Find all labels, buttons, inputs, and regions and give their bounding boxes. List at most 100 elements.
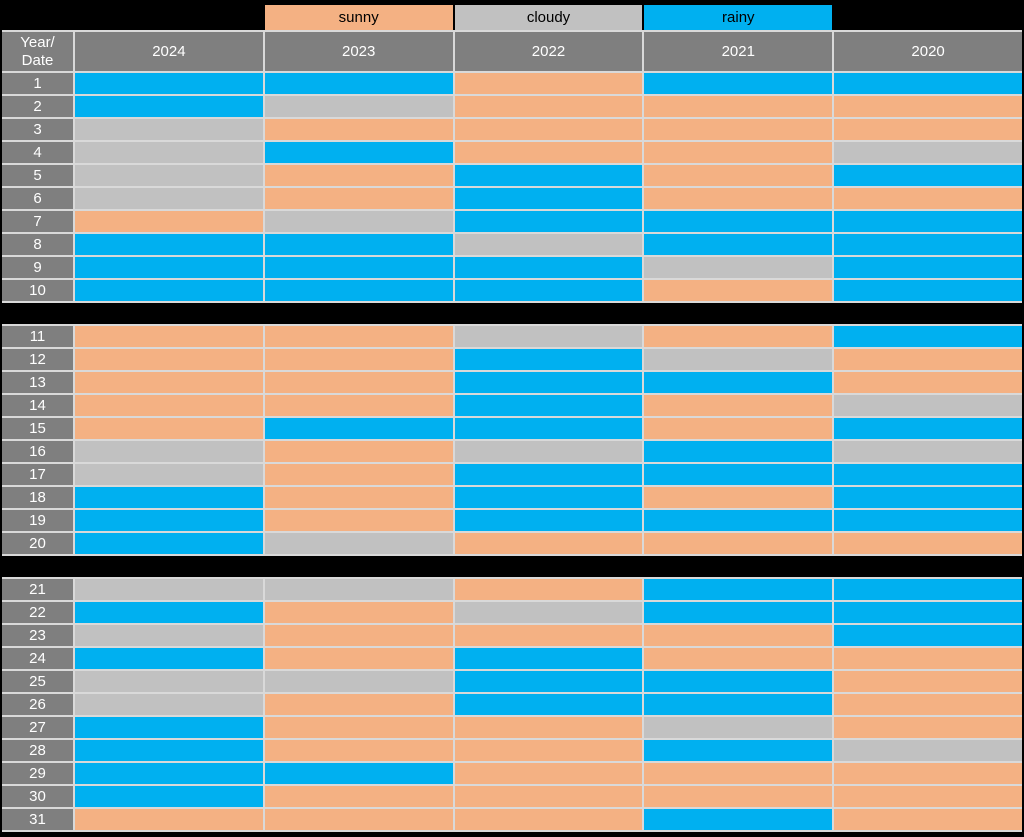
weather-cell-date10-year2022-rainy — [454, 280, 643, 301]
weather-cell-date15-year2020-rainy — [834, 418, 1022, 439]
weather-cell-date29-year2021-sunny — [644, 763, 833, 784]
row-label-9: 9 — [2, 257, 73, 278]
weather-cell-date2-year2024-rainy — [75, 96, 263, 117]
legend-spacer-corner — [2, 5, 73, 30]
weather-cell-date25-year2022-rainy — [454, 671, 643, 692]
weather-cell-date26-year2023-sunny — [264, 694, 453, 715]
weather-cell-date23-year2020-rainy — [834, 625, 1022, 646]
rows-group-21-31: 21 22 23 24 25 26 27 28 29 30 31 — [2, 577, 1022, 832]
weather-cell-date7-year2021-rainy — [644, 211, 833, 232]
weather-cell-date15-year2024-sunny — [75, 418, 263, 439]
weather-cell-date7-year2024-sunny — [75, 211, 263, 232]
row-label-30: 30 — [2, 786, 73, 807]
weather-cell-date25-year2024-cloudy — [75, 671, 263, 692]
weather-cell-date4-year2023-rainy — [264, 142, 453, 163]
weather-cell-date28-year2021-rainy — [644, 740, 833, 761]
row-label-7: 7 — [2, 211, 73, 232]
weather-cell-date22-year2023-sunny — [264, 602, 453, 623]
weather-cell-date21-year2022-sunny — [454, 579, 643, 600]
weather-cell-date16-year2023-sunny — [264, 441, 453, 462]
row-label-31: 31 — [2, 809, 73, 830]
weather-cell-date7-year2022-rainy — [454, 211, 643, 232]
row-label-15: 15 — [2, 418, 73, 439]
weather-cell-date31-year2024-sunny — [75, 809, 263, 830]
weather-cell-date16-year2024-cloudy — [75, 441, 263, 462]
weather-cell-date5-year2021-sunny — [644, 165, 833, 186]
weather-cell-date18-year2021-sunny — [644, 487, 833, 508]
weather-cell-date21-year2020-rainy — [834, 579, 1022, 600]
row-label-13: 13 — [2, 372, 73, 393]
row-label-21: 21 — [2, 579, 73, 600]
weather-cell-date31-year2023-sunny — [264, 809, 453, 830]
weather-cell-date28-year2020-cloudy — [834, 740, 1022, 761]
weather-cell-date17-year2021-rainy — [644, 464, 833, 485]
weather-cell-date2-year2022-sunny — [454, 96, 643, 117]
weather-cell-date1-year2020-rainy — [834, 73, 1022, 94]
weather-cell-date2-year2023-cloudy — [264, 96, 453, 117]
weather-cell-date13-year2021-rainy — [644, 372, 833, 393]
weather-cell-date13-year2024-sunny — [75, 372, 263, 393]
header-year-2023: 2023 — [264, 32, 453, 71]
row-label-27: 27 — [2, 717, 73, 738]
row-label-20: 20 — [2, 533, 73, 554]
weather-cell-date16-year2020-cloudy — [834, 441, 1022, 462]
row-label-3: 3 — [2, 119, 73, 140]
weather-cell-date3-year2023-sunny — [264, 119, 453, 140]
row-label-16: 16 — [2, 441, 73, 462]
weather-cell-date6-year2024-cloudy — [75, 188, 263, 209]
weather-cell-date18-year2024-rainy — [75, 487, 263, 508]
row-label-4: 4 — [2, 142, 73, 163]
weather-cell-date9-year2022-rainy — [454, 257, 643, 278]
rows-group-11-20: 11 12 13 14 15 16 17 18 19 20 — [2, 324, 1022, 556]
header-year-2020: 2020 — [834, 32, 1022, 71]
row-label-28: 28 — [2, 740, 73, 761]
weather-cell-date14-year2024-sunny — [75, 395, 263, 416]
weather-cell-date29-year2022-sunny — [454, 763, 643, 784]
weather-cell-date1-year2024-rainy — [75, 73, 263, 94]
weather-cell-date6-year2023-sunny — [264, 188, 453, 209]
weather-cell-date20-year2020-sunny — [834, 533, 1022, 554]
weather-cell-date10-year2023-rainy — [264, 280, 453, 301]
row-label-5: 5 — [2, 165, 73, 186]
weather-cell-date31-year2021-rainy — [644, 809, 833, 830]
weather-cell-date24-year2022-rainy — [454, 648, 643, 669]
weather-cell-date23-year2021-sunny — [644, 625, 833, 646]
weather-cell-date31-year2022-sunny — [454, 809, 643, 830]
weather-cell-date30-year2021-sunny — [644, 786, 833, 807]
rows-group-1-10: 1 2 3 4 5 6 7 8 9 10 — [2, 71, 1022, 303]
weather-cell-date4-year2020-cloudy — [834, 142, 1022, 163]
weather-cell-date3-year2022-sunny — [454, 119, 643, 140]
weather-cell-date27-year2022-sunny — [454, 717, 643, 738]
weather-cell-date4-year2022-sunny — [454, 142, 643, 163]
weather-cell-date23-year2024-cloudy — [75, 625, 263, 646]
header-year-2022: 2022 — [454, 32, 643, 71]
weather-cell-date26-year2020-sunny — [834, 694, 1022, 715]
weather-cell-date15-year2021-sunny — [644, 418, 833, 439]
weather-cell-date3-year2024-cloudy — [75, 119, 263, 140]
corner-header-line2: Date — [21, 51, 54, 69]
header-row: Year/ Date 2024 2023 2022 2021 2020 — [2, 30, 1022, 71]
weather-cell-date13-year2020-sunny — [834, 372, 1022, 393]
weather-cell-date12-year2021-cloudy — [644, 349, 833, 370]
row-label-8: 8 — [2, 234, 73, 255]
weather-cell-date22-year2024-rainy — [75, 602, 263, 623]
weather-cell-date21-year2023-cloudy — [264, 579, 453, 600]
header-year-2021: 2021 — [644, 32, 833, 71]
weather-cell-date19-year2021-rainy — [644, 510, 833, 531]
legend-row: sunny cloudy rainy — [2, 5, 1022, 30]
weather-cell-date9-year2021-cloudy — [644, 257, 833, 278]
row-label-17: 17 — [2, 464, 73, 485]
weather-cell-date22-year2020-rainy — [834, 602, 1022, 623]
weather-cell-date27-year2023-sunny — [264, 717, 453, 738]
legend-spacer-left — [75, 5, 263, 30]
row-label-10: 10 — [2, 280, 73, 301]
weather-cell-date17-year2023-sunny — [264, 464, 453, 485]
weather-cell-date9-year2024-rainy — [75, 257, 263, 278]
weather-cell-date19-year2023-sunny — [264, 510, 453, 531]
weather-cell-date29-year2024-rainy — [75, 763, 263, 784]
weather-cell-date5-year2020-rainy — [834, 165, 1022, 186]
weather-cell-date15-year2022-rainy — [454, 418, 643, 439]
weather-cell-date28-year2024-rainy — [75, 740, 263, 761]
weather-cell-date7-year2020-rainy — [834, 211, 1022, 232]
weather-cell-date11-year2021-sunny — [644, 326, 833, 347]
